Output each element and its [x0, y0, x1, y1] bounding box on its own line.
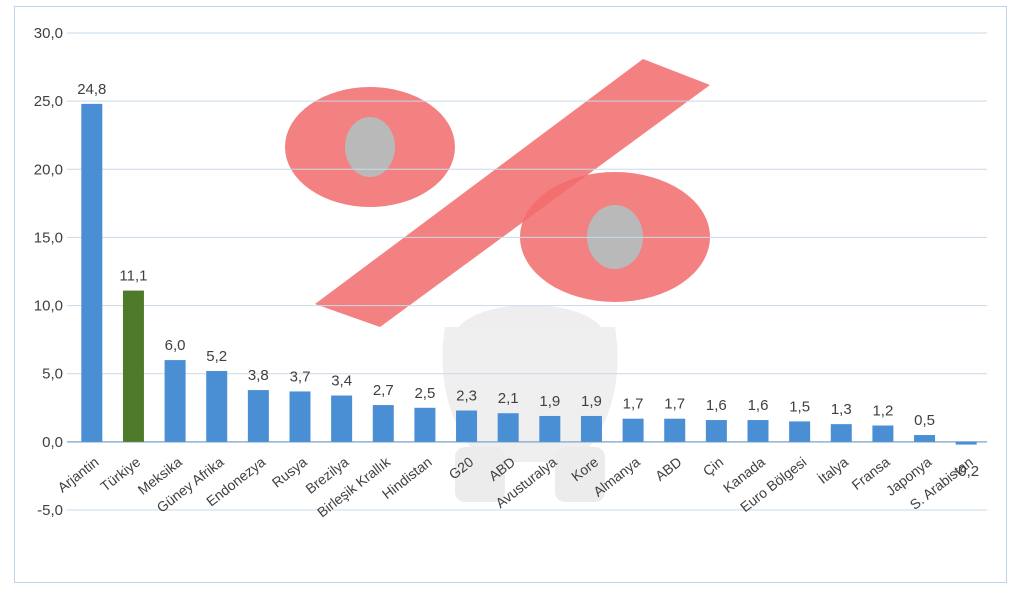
bar [872, 426, 893, 442]
bar [290, 391, 311, 441]
x-tick-label: Çin [700, 454, 726, 480]
chart-area: 24,8 11,1 6,0 5,2 3,8 3,7 3,4 2,7 2,5 2,3 2,1 1,9 1,… [14, 6, 1007, 583]
data-label: 24,8 [77, 81, 106, 98]
bar [789, 421, 810, 441]
bar [748, 420, 769, 442]
bar [373, 405, 394, 442]
y-tick-label: 15,0 [34, 229, 63, 246]
x-tick-label: Arjantin [54, 454, 101, 496]
data-label: 3,7 [290, 368, 311, 385]
data-label: 3,8 [248, 367, 269, 384]
bar [498, 413, 519, 442]
bar [581, 416, 602, 442]
bar [165, 360, 186, 442]
data-label: 11,1 [119, 268, 147, 285]
bar [831, 424, 852, 442]
bar [206, 371, 227, 442]
y-tick-label: 30,0 [34, 25, 63, 42]
percent-hole-top [345, 117, 395, 177]
y-tick-label: -5,0 [37, 502, 63, 519]
data-label: 5,2 [206, 348, 227, 365]
data-label: 2,1 [498, 390, 519, 407]
data-label: 0,5 [914, 412, 935, 429]
data-label: 2,7 [373, 382, 394, 399]
bar [956, 442, 977, 445]
bar [706, 420, 727, 442]
y-tick-label: 20,0 [34, 161, 63, 178]
data-label: 6,0 [165, 337, 186, 354]
bar [539, 416, 560, 442]
bar [248, 390, 269, 442]
y-tick-label: 5,0 [42, 366, 63, 383]
data-label: 1,7 [664, 396, 685, 413]
y-tick-label: 25,0 [34, 93, 63, 110]
data-label: 1,6 [706, 397, 727, 414]
bar [623, 419, 644, 442]
x-tick-label: İtalya [814, 453, 851, 487]
bar [331, 396, 352, 442]
y-axis: -5,0 0,0 5,0 10,0 15,0 20,0 25,0 30,0 [34, 25, 63, 519]
data-label: 1,7 [623, 396, 644, 413]
chart-canvas: 24,8 11,1 6,0 5,2 3,8 3,7 3,4 2,7 2,5 2,3 2,1 1,9 1,… [15, 7, 1006, 582]
x-tick-label: ABD [652, 454, 685, 484]
bar [456, 411, 477, 442]
bar [914, 435, 935, 442]
data-label: 1,6 [748, 397, 769, 414]
y-tick-label: 10,0 [34, 298, 63, 315]
bar [81, 104, 102, 442]
data-label: 2,3 [456, 388, 477, 405]
data-label: 1,9 [581, 393, 602, 410]
data-label: 1,9 [539, 393, 560, 410]
data-label: 1,2 [872, 403, 893, 420]
data-label: 1,3 [831, 401, 852, 418]
bar [664, 419, 685, 442]
bar [414, 408, 435, 442]
y-tick-label: 0,0 [42, 434, 63, 451]
data-label: 3,4 [331, 373, 352, 390]
data-label: 1,5 [789, 398, 810, 415]
data-label: 2,5 [414, 385, 435, 402]
bar [123, 291, 144, 442]
